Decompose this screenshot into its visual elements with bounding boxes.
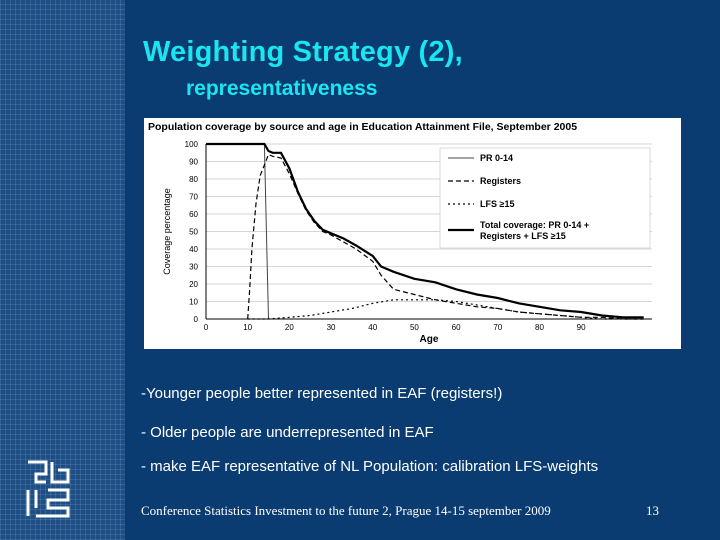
legend-label-3: LFS ≥15 — [480, 199, 514, 209]
x-tick-label: 50 — [410, 323, 419, 332]
x-tick-label: 90 — [577, 323, 586, 332]
x-tick-label: 20 — [285, 323, 294, 332]
x-tick-label: 30 — [327, 323, 336, 332]
legend-label-1: PR 0-14 — [480, 153, 513, 163]
slide-title: Weighting Strategy (2), — [143, 36, 463, 68]
bullet-1: -Younger people better represented in EA… — [141, 385, 503, 402]
bullet-3: - make EAF representative of NL Populati… — [141, 458, 599, 475]
chart-title: Population coverage by source and age in… — [148, 121, 578, 133]
series-line-4 — [206, 142, 644, 319]
x-axis-label: Age — [420, 334, 439, 345]
y-tick-label: 0 — [194, 315, 199, 324]
y-tick-label: 30 — [189, 263, 198, 272]
x-tick-label: 80 — [535, 323, 544, 332]
series-line-3 — [247, 299, 644, 320]
chart-panel: Population coverage by source and age in… — [144, 118, 681, 349]
y-tick-label: 70 — [189, 193, 198, 202]
y-tick-label: 20 — [189, 280, 198, 289]
left-decorative-strip — [0, 0, 125, 540]
x-tick-label: 70 — [493, 323, 502, 332]
legend-label-4: Total coverage: PR 0-14 + Registers + LFS… — [480, 220, 589, 241]
footer-text: Conference Statistics Investment to the … — [141, 503, 551, 518]
y-tick-label: 80 — [189, 175, 198, 184]
x-tick-label: 10 — [243, 323, 252, 332]
y-tick-label: 40 — [189, 245, 198, 254]
bullet-2: - Older people are underrepresented in E… — [141, 424, 434, 441]
y-tick-label: 100 — [185, 140, 199, 149]
legend-label-2: Registers — [480, 176, 521, 186]
cbs-logo-icon — [26, 460, 70, 518]
x-tick-label: 60 — [452, 323, 461, 332]
x-tick-label: 40 — [368, 323, 377, 332]
legend-box — [439, 147, 651, 249]
y-tick-label: 50 — [189, 228, 198, 237]
y-tick-label: 10 — [189, 298, 198, 307]
coverage-line-chart: 0 10 20 30 40 50 60 70 80 90 100 0 10 20 30 40 50 60 70 80 9… — [162, 140, 652, 345]
y-axis-label: Coverage percentage — [162, 188, 172, 275]
page-number: 13 — [646, 503, 659, 518]
y-tick-label: 90 — [189, 158, 198, 167]
slide-subtitle: representativeness — [186, 77, 378, 100]
x-tick-label: 0 — [204, 323, 209, 332]
y-tick-label: 60 — [189, 210, 198, 219]
